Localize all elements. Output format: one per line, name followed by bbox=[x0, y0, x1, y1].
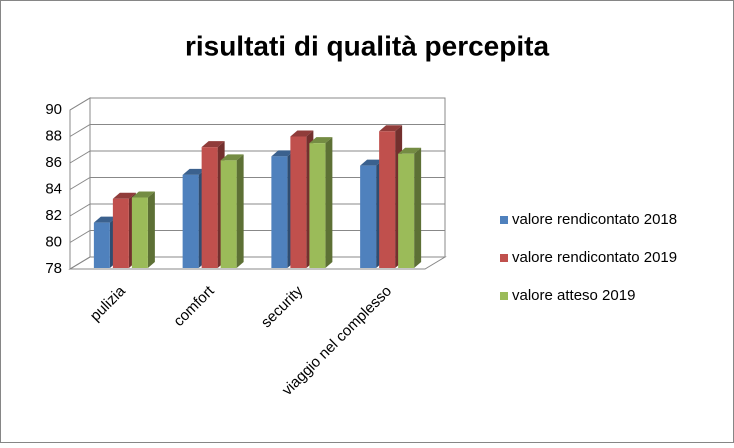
bar-top bbox=[220, 154, 244, 161]
bar-front bbox=[379, 131, 396, 268]
bar-top bbox=[290, 130, 314, 137]
bar-top bbox=[398, 147, 422, 154]
y-tick-label: 82 bbox=[45, 207, 62, 224]
y-tick-label: 78 bbox=[45, 260, 62, 277]
bar-top bbox=[112, 192, 136, 199]
bar bbox=[131, 191, 155, 268]
bar bbox=[220, 154, 244, 268]
bar-top bbox=[131, 191, 155, 198]
legend-label: valore rendicontato 2018 bbox=[512, 211, 677, 228]
legend-swatch bbox=[500, 216, 508, 224]
bar-top bbox=[93, 216, 117, 223]
y-tick-label: 90 bbox=[45, 101, 62, 118]
legend-swatch bbox=[500, 254, 508, 262]
bar-front bbox=[290, 136, 307, 268]
y-tick-label: 86 bbox=[45, 154, 62, 171]
bar-front bbox=[220, 160, 237, 268]
bar-side bbox=[147, 191, 155, 268]
legend-label: valore atteso 2019 bbox=[512, 287, 635, 304]
bar-top bbox=[271, 150, 295, 157]
bar-front bbox=[93, 222, 110, 268]
legend-swatch bbox=[500, 292, 508, 300]
bar-side bbox=[236, 154, 244, 268]
bar-front bbox=[271, 156, 288, 268]
bar-front bbox=[201, 147, 218, 268]
grid-line bbox=[69, 97, 445, 111]
y-tick-label: 84 bbox=[45, 180, 62, 197]
bar-front bbox=[182, 174, 199, 268]
bar-front bbox=[398, 153, 415, 268]
bar-side bbox=[325, 137, 333, 268]
bar-front bbox=[112, 198, 129, 268]
bar-top bbox=[309, 137, 333, 144]
bar-front bbox=[131, 197, 148, 268]
bar-side bbox=[414, 147, 422, 268]
chart-title: risultati di qualità percepita bbox=[185, 30, 550, 61]
y-tick-label: 88 bbox=[45, 127, 62, 144]
bar-front bbox=[309, 143, 326, 268]
legend-label: valore rendicontato 2019 bbox=[512, 249, 677, 266]
y-tick-label: 80 bbox=[45, 233, 62, 250]
grid-line bbox=[69, 124, 445, 137]
bar-front bbox=[360, 165, 377, 268]
bar bbox=[398, 147, 422, 268]
bar-top bbox=[182, 168, 206, 175]
bar bbox=[309, 137, 333, 268]
bar-top bbox=[360, 159, 384, 166]
bar-top bbox=[379, 125, 403, 132]
bar-top bbox=[201, 141, 225, 148]
